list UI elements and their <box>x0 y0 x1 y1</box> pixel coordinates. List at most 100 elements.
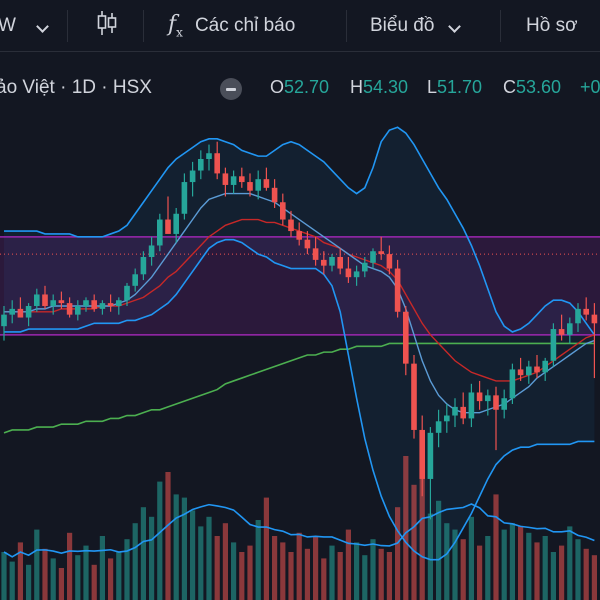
candle-body <box>42 294 48 306</box>
candle-body <box>271 187 278 203</box>
volume-bar <box>321 558 327 600</box>
volume-bar <box>190 510 196 600</box>
candle-body <box>534 366 540 373</box>
candle-body <box>427 432 434 479</box>
open-value: 52.70 <box>284 77 330 97</box>
candle-body <box>83 300 89 306</box>
volume-bar <box>313 536 319 600</box>
hide-legend-button[interactable] <box>220 78 242 100</box>
candle-body <box>165 219 171 234</box>
volume-bar <box>485 536 491 600</box>
close-value: 53.60 <box>516 77 562 97</box>
chart-type-menu[interactable]: Biểu đồ <box>370 0 462 52</box>
interval-selector[interactable]: W <box>0 0 49 52</box>
candlestick-icon <box>96 10 118 42</box>
low-value: 51.70 <box>437 77 483 97</box>
volume-bar <box>181 497 187 600</box>
candle-body <box>255 179 261 191</box>
volume-bar <box>165 472 171 600</box>
volume-bar <box>173 494 179 600</box>
low-label: L <box>427 77 438 97</box>
candle-body <box>378 251 384 255</box>
candle-body <box>230 176 237 185</box>
volume-bar <box>460 539 466 600</box>
volume-ma-line <box>3 503 595 558</box>
candle-body <box>157 219 163 246</box>
candle-body <box>435 421 442 433</box>
candle-body <box>386 254 393 269</box>
symbol-legend: ảo Việt · 1D · HSX <box>0 70 600 106</box>
volume-bar <box>550 552 556 600</box>
volume-bar <box>354 542 360 600</box>
candle-body <box>214 153 220 174</box>
volume-bar <box>452 529 458 600</box>
candle-body <box>444 415 450 422</box>
volume-bar <box>214 536 220 600</box>
candle-body <box>509 369 516 399</box>
volume-bar <box>329 545 335 600</box>
candle-body <box>132 274 138 286</box>
candle-body <box>394 268 401 312</box>
candle-body <box>493 395 499 410</box>
indicators-button[interactable]: fx Các chỉ báo <box>168 0 295 52</box>
volume-bar <box>362 555 368 600</box>
volume-bar <box>436 500 442 600</box>
ohlc-close: C53.60 <box>503 77 561 98</box>
fx-icon: fx <box>168 12 183 40</box>
chevron-down-icon <box>448 15 462 37</box>
candle-body <box>583 308 589 315</box>
ohlc-change: +0 <box>580 77 600 98</box>
volume-bar <box>149 516 155 600</box>
candle-body <box>124 285 130 301</box>
top-toolbar: W fx Các chỉ báo Biểu đồ Hồ sơ <box>0 0 600 52</box>
candle-body <box>550 329 557 361</box>
volume-bar <box>526 532 532 600</box>
candle-body <box>567 323 573 335</box>
volume-bar <box>386 552 392 600</box>
candle-body <box>280 202 286 220</box>
chart-style-button[interactable] <box>96 0 118 52</box>
volume-bar <box>493 494 499 600</box>
volume-bar <box>263 497 269 600</box>
volume-bar <box>288 552 294 600</box>
volume-bar <box>477 545 483 600</box>
candle-body <box>288 219 294 232</box>
candle-body <box>140 257 147 275</box>
volume-bar <box>222 523 228 600</box>
volume-bar <box>591 555 597 600</box>
volume-bar <box>296 532 302 600</box>
high-value: 54.30 <box>363 77 409 97</box>
candle-body <box>558 329 565 335</box>
volume-bar <box>280 542 286 600</box>
ohlc-high: H54.30 <box>350 77 408 98</box>
profile-menu[interactable]: Hồ sơ <box>526 0 578 52</box>
candle-body <box>419 429 425 479</box>
volume-bar <box>58 568 64 600</box>
volume-bar <box>206 516 212 600</box>
bollinger-fill <box>4 127 595 560</box>
ohlc-open: O52.70 <box>270 77 329 98</box>
ma-long-line <box>3 342 595 434</box>
profile-label: Hồ sơ <box>526 15 578 36</box>
volume-bar <box>575 539 581 600</box>
candle-body <box>362 262 368 272</box>
volume-bar <box>42 548 48 600</box>
bollinger-lower-line <box>4 238 595 561</box>
candle-body <box>91 300 97 309</box>
volume-bar <box>403 456 409 600</box>
volume-bar <box>370 539 376 600</box>
candle-body <box>321 259 327 266</box>
candle-body <box>189 170 196 183</box>
volume-bar <box>9 561 15 600</box>
bollinger-upper-line <box>4 126 596 336</box>
volume-bar <box>255 520 261 600</box>
candle-body <box>58 300 65 304</box>
volume-bar <box>124 539 130 600</box>
symbol-title[interactable]: ảo Việt · 1D · HSX <box>0 77 152 98</box>
range-box <box>0 236 600 335</box>
indicators-label: Các chỉ báo <box>194 15 296 36</box>
candle-body <box>452 406 458 416</box>
toolbar-divider <box>346 10 347 42</box>
price-chart[interactable] <box>0 110 600 600</box>
volume-bar <box>542 536 548 600</box>
